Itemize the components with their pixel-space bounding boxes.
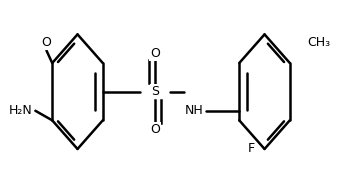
Text: H₂N: H₂N: [9, 104, 33, 117]
Text: O: O: [41, 36, 52, 49]
Text: S: S: [151, 85, 159, 98]
Text: O: O: [150, 123, 160, 136]
Text: NH: NH: [184, 104, 203, 117]
Text: O: O: [150, 47, 160, 60]
Text: F: F: [247, 142, 255, 155]
Text: CH₃: CH₃: [307, 36, 330, 49]
